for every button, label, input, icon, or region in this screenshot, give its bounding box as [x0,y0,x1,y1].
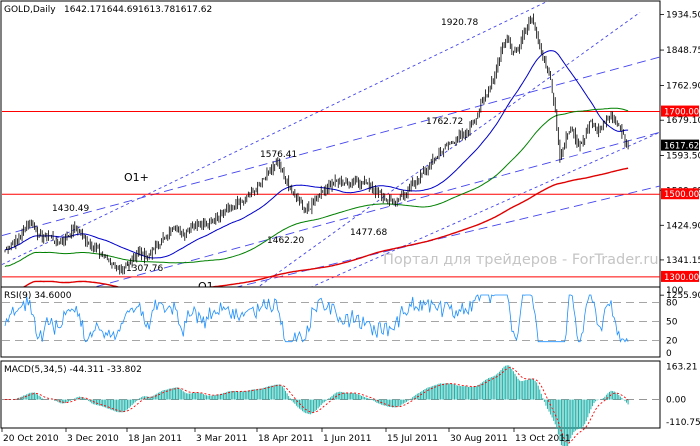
macd-signal [5,367,629,444]
rsi-tick-label: 0 [666,349,672,359]
trend-line-3 [254,131,661,313]
rsi-tick-label: 100 [666,286,683,296]
time-axis: 20 Oct 2010 3 Dec 2010 18 Jan 2011 3 Mar 20… [1,428,571,444]
price-tick-label: 1762.90 [666,82,700,92]
level-box [661,270,699,282]
time-tick-label: 3 Mar 2011 [196,434,247,444]
trend-line-2 [254,11,641,290]
time-tick-label: 30 Aug 2011 [450,434,508,444]
time-tick-label: 3 Dec 2010 [67,434,119,444]
rsi-line [2,294,660,343]
price-tick-label: 1424.90 [666,221,700,231]
trend-line-1 [1,0,549,265]
rsi-tick-label: 20 [666,336,678,346]
rsi-path [4,294,629,343]
price-tick-label: 1679.10 [666,116,700,126]
annotation: 1477.68 [350,228,387,238]
rsi-tick-label: 80 [666,299,678,309]
channel-lines [1,0,661,344]
annotation: 1462.20 [267,236,304,246]
time-tick-label: 15 Jul 2011 [387,434,438,444]
ma-blue [4,50,629,259]
price-tick-label: 1848.75 [666,46,700,56]
level-label: 1500.00 [664,190,699,200]
rsi-label: RSI(9) 34.6000 [4,291,72,301]
time-tick-label: 1 Jun 2011 [323,434,371,444]
time-tick-label: 18 Apr 2011 [258,434,314,444]
time-tick-label: 18 Jan 2011 [128,434,182,444]
ma-green [4,107,629,268]
ma-red [4,167,629,297]
price-tick-label: 1934.50 [666,11,700,21]
macd-tick-label: -110.751 [666,418,700,428]
channel-lower [1,131,661,313]
rsi-tick-label: 50 [666,318,678,328]
price-tick-label: 1341.15 [666,256,700,266]
level-box [661,188,699,200]
header-symbol: GOLD,Daily [4,5,56,15]
header-close: 1617.62 [175,5,212,15]
time-tick-label: 20 Oct 2010 [3,434,59,444]
price-tick-label: 1255.90 [666,291,700,301]
time-tick-label: 13 Oct 2011 [515,434,571,444]
horizontal-levels [2,111,660,278]
macd-panel: MACD(5,34,5) -44.311 -33.802 163.21 0.00 -… [0,360,700,446]
level-label: 1700.00 [664,108,699,118]
macd-label: MACD(5,34,5) -44.311 -33.802 [4,365,142,375]
price-tick-label: 1593.50 [666,152,700,162]
rsi-axis: 100 80 50 20 0 [666,286,683,359]
header-high: 1644.69 [101,5,138,15]
annotation: 1920.78 [441,18,478,28]
annotation: 1576.41 [260,150,297,160]
macd-tick-label: 0.00 [666,396,686,406]
current-price-label: 1617.62 [664,142,699,152]
channel-upper [1,56,661,237]
macd-axis: 163.21 0.00 -110.751 [666,362,700,428]
moving-averages [4,50,629,297]
annotation: O1+ [124,171,149,184]
price-panel: Портал для трейдеров - ForTrader.ru 1920… [0,0,700,344]
current-price-box [661,139,699,151]
annotation: 1762.72 [426,117,463,127]
macd-tick-label: 163.21 [666,362,698,372]
price-axis: 1934.501848.751762.901679.101593.501509.… [660,11,700,301]
level-box [661,105,699,117]
watermark: Портал для трейдеров - ForTrader.ru [383,252,659,268]
macd-histogram [2,365,660,446]
annotation: 1307.76 [126,264,163,274]
level-label: 1300.00 [664,273,699,283]
annotation: 1430.49 [52,204,89,214]
header-open: 1642.17 [64,5,101,15]
header-low: 1613.78 [138,5,175,15]
price-bars [4,13,629,275]
rsi-panel: RSI(9) 34.6000 100 80 50 20 0 [0,286,683,359]
